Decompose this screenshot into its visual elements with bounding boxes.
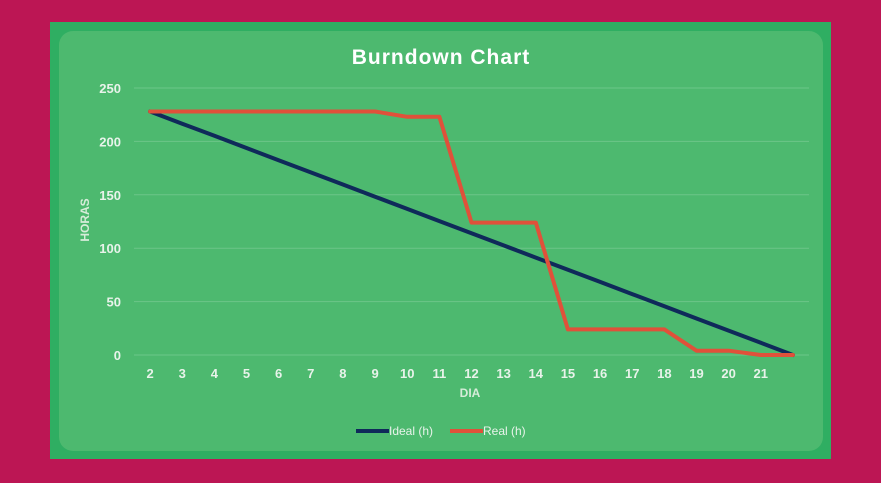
x-tick-label: 20	[721, 366, 735, 381]
y-axis-label: HORAS	[78, 198, 92, 241]
legend-label-ideal: Ideal (h)	[389, 424, 433, 438]
y-tick-label: 50	[107, 295, 121, 310]
x-tick-label: 8	[339, 366, 346, 381]
x-tick-label: 21	[754, 366, 768, 381]
legend-label-real: Real (h)	[483, 424, 526, 438]
burndown-chart: Burndown Chart 0 50 100 150 200 250 2 3 4 5 6 7 8 9 1…	[78, 46, 809, 438]
x-tick-label: 19	[689, 366, 703, 381]
series-line-ideal	[148, 109, 795, 357]
x-tick-label: 10	[400, 366, 414, 381]
chart-frame: Burndown Chart 0 50 100 150 200 250 2 3 4 5 6 7 8 9 1…	[50, 22, 831, 459]
x-tick-label: 16	[593, 366, 607, 381]
y-tick-label: 0	[114, 348, 121, 363]
y-tick-label: 200	[99, 134, 121, 149]
x-tick-label: 6	[275, 366, 282, 381]
x-tick-label: 18	[657, 366, 671, 381]
x-tick-label: 2	[146, 366, 153, 381]
x-tick-label: 7	[307, 366, 314, 381]
x-tick-label: 3	[179, 366, 186, 381]
x-tick-label: 4	[211, 366, 219, 381]
x-tick-label: 11	[432, 366, 446, 381]
x-tick-label: 9	[371, 366, 378, 381]
chart-title: Burndown Chart	[352, 46, 530, 69]
y-tick-label: 250	[99, 81, 121, 96]
x-tick-label: 12	[464, 366, 478, 381]
legend: Ideal (h) Real (h)	[356, 424, 526, 438]
x-tick-label: 13	[496, 366, 510, 381]
series-line-real	[148, 109, 795, 357]
x-axis-label: DIA	[460, 386, 481, 400]
x-tick-label: 15	[561, 366, 575, 381]
series-lines	[148, 109, 795, 357]
y-axis-ticks: 0 50 100 150 200 250	[99, 81, 121, 363]
chart-panel: Burndown Chart 0 50 100 150 200 250 2 3 4 5 6 7 8 9 1…	[59, 31, 823, 451]
x-axis-ticks: 2 3 4 5 6 7 8 9 10 11 12 13 14 15 16 17 18 19 20 21	[146, 366, 768, 381]
x-tick-label: 17	[625, 366, 639, 381]
gridlines	[134, 87, 809, 356]
y-tick-label: 150	[99, 188, 121, 203]
y-tick-label: 100	[99, 241, 121, 256]
x-tick-label: 5	[243, 366, 250, 381]
x-tick-label: 14	[529, 366, 544, 381]
